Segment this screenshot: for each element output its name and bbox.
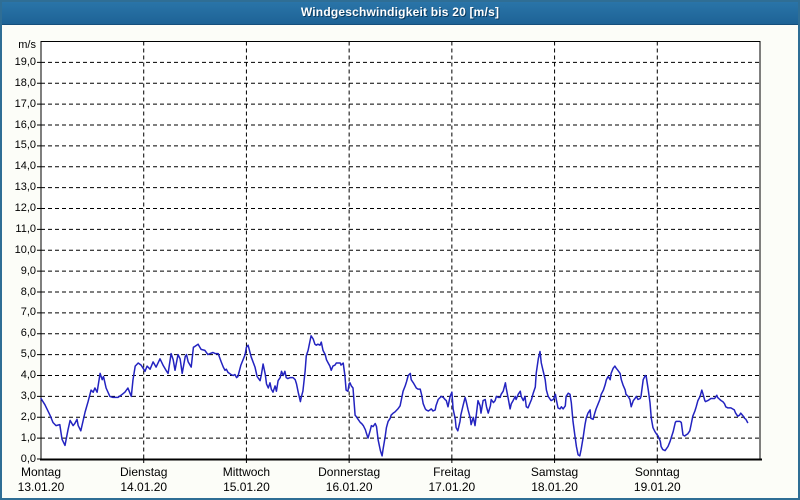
chart-canvas [37,41,762,463]
window-title: Windgeschwindigkeit bis 20 [m/s] [300,5,500,19]
wind-speed-chart: m/s 0,0 1,0 2,0 3,0 4,0 5,0 6,0 7,0 8,0 9,0 10,0 11,… [0,25,800,500]
title-bar: Windgeschwindigkeit bis 20 [m/s] [0,0,800,25]
wind-speed-line [40,335,749,457]
